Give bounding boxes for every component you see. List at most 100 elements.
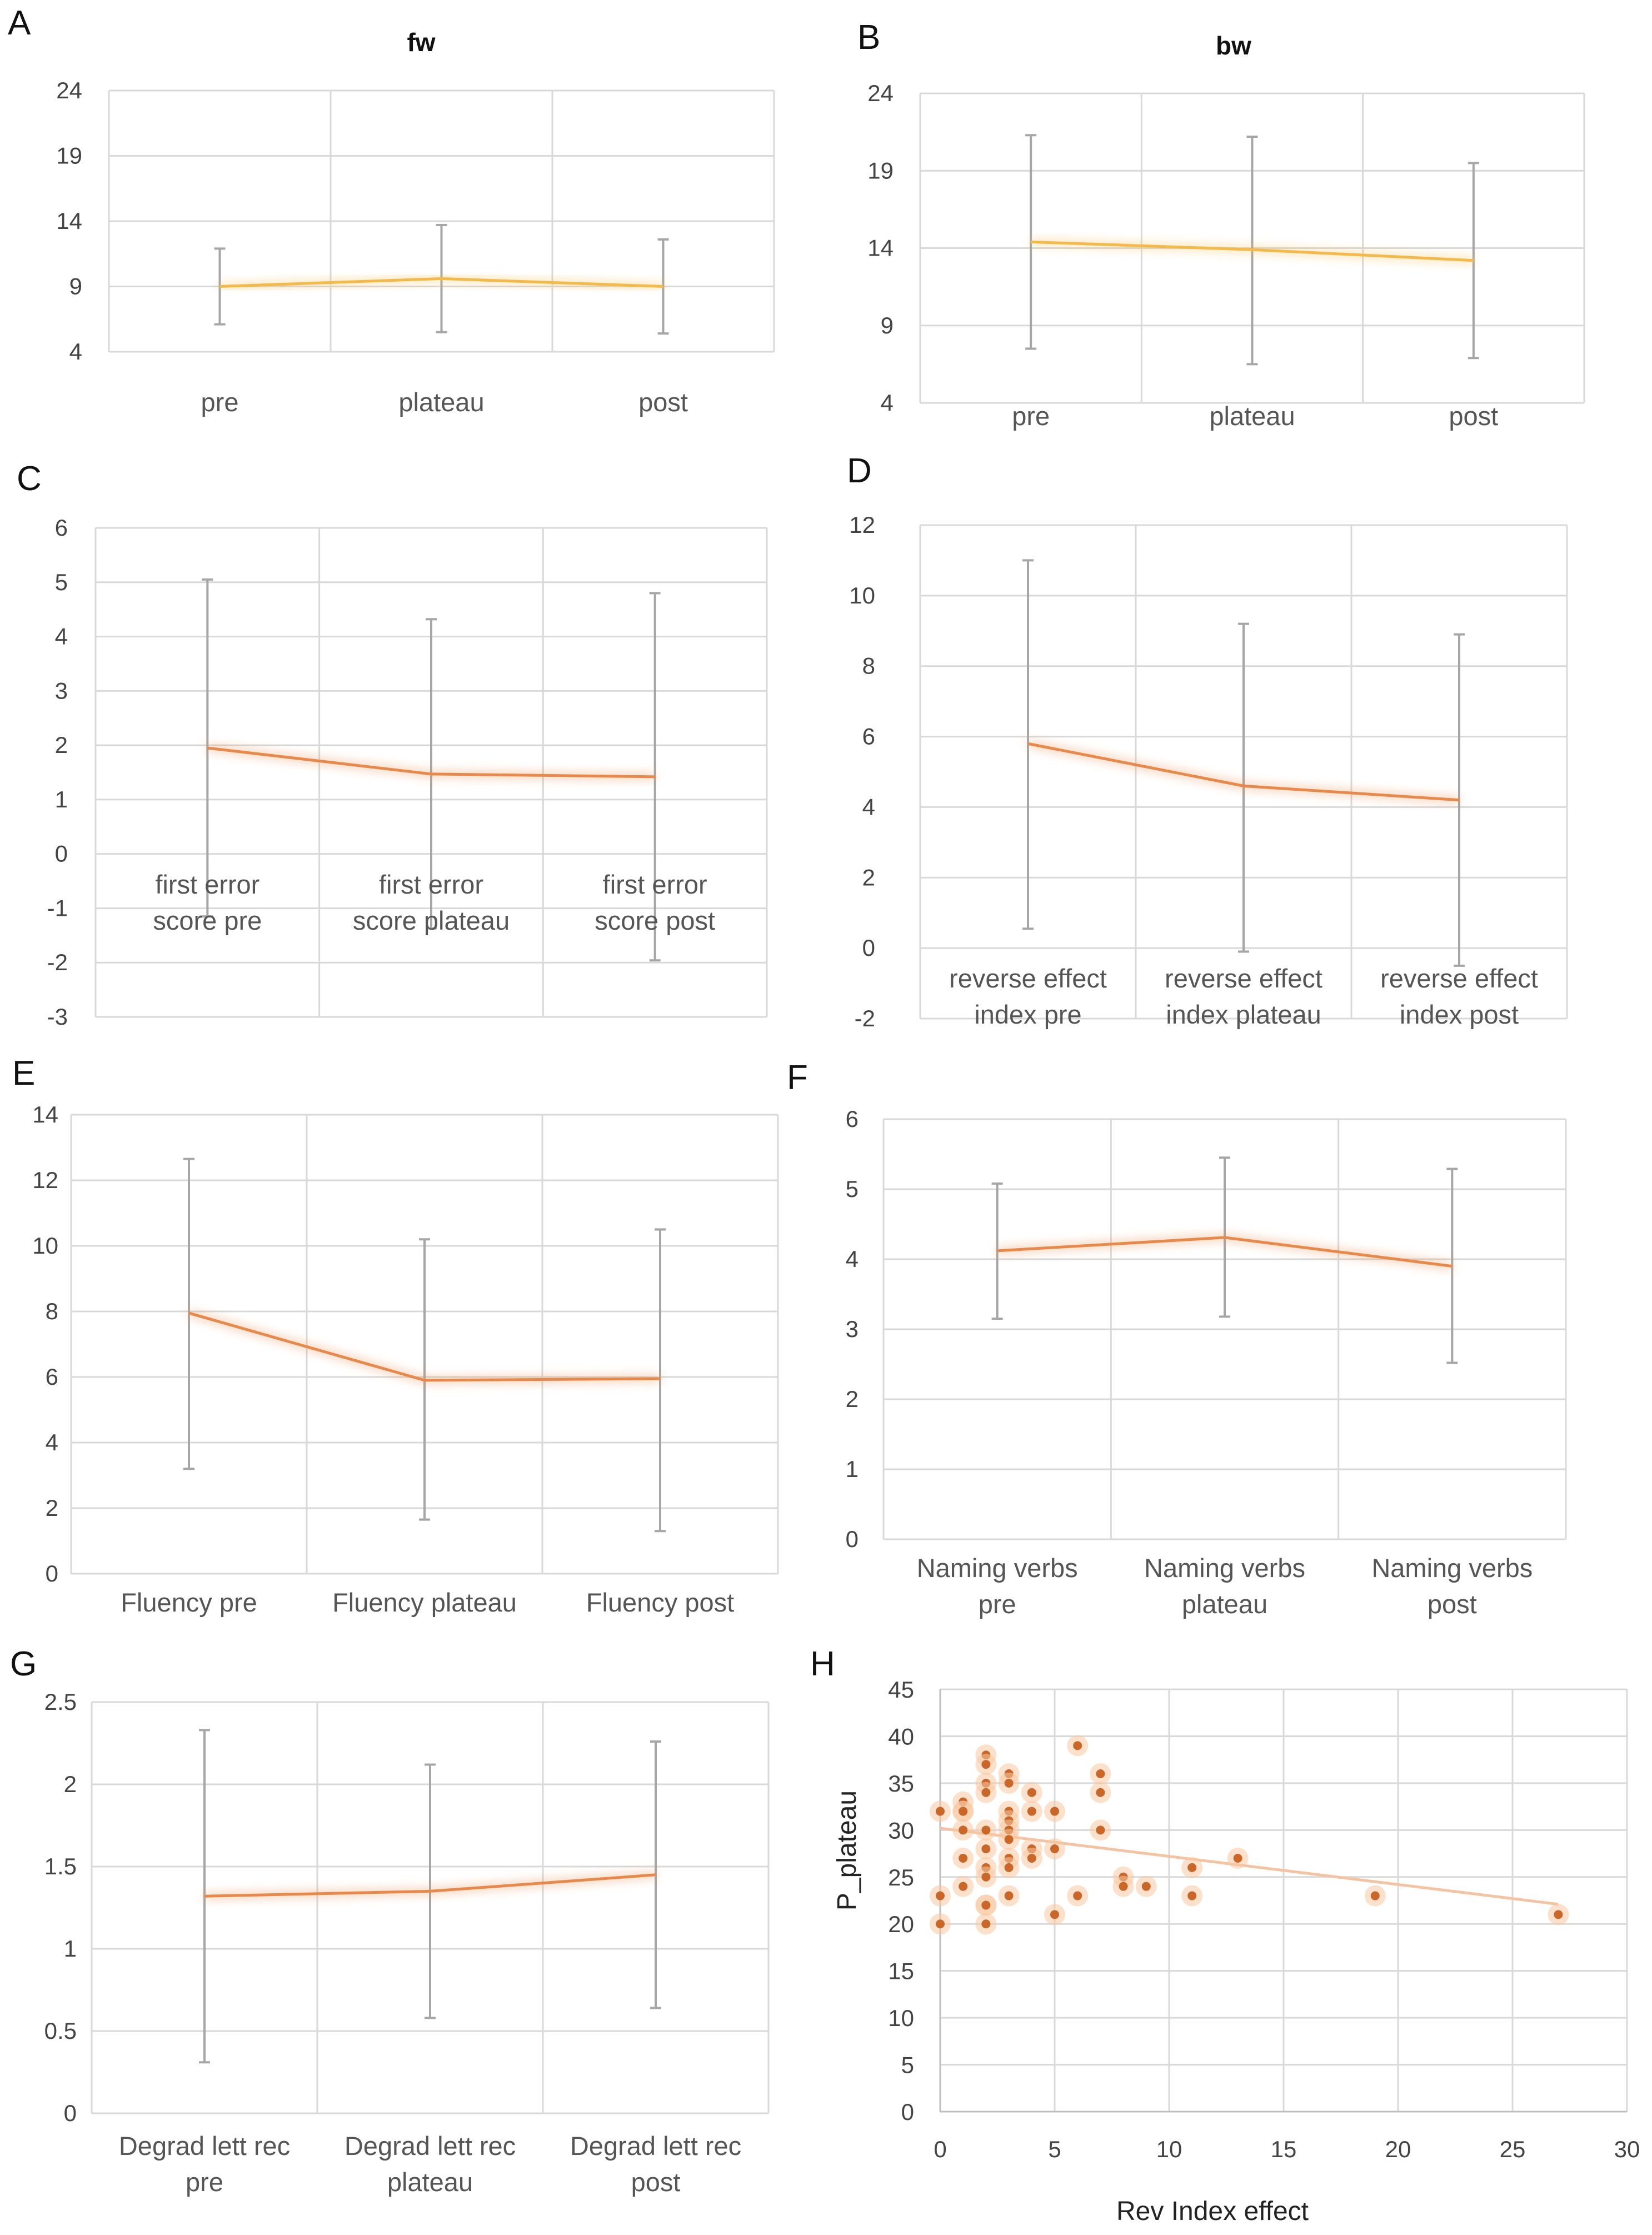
scatter-point [1004, 1835, 1014, 1844]
scatter-point [936, 1807, 945, 1816]
category-label: post [638, 387, 688, 417]
x-tick-label: 15 [1271, 2136, 1297, 2162]
y-tick-label: 25 [888, 1864, 914, 1890]
category-label: Naming verbs post [1371, 1553, 1533, 1619]
x-tick-label: 30 [1614, 2136, 1640, 2162]
y-tick-label: 0 [64, 2100, 77, 2126]
y-tick-label: 9 [881, 312, 894, 338]
panel-letter-d: D [847, 452, 872, 490]
category-label-line: Naming verbs [1371, 1553, 1533, 1583]
y-tick-label: 6 [46, 1364, 58, 1390]
category-label-line: Fluency pre [121, 1588, 257, 1617]
y-tick-label: 2 [46, 1495, 58, 1521]
x-tick-label: 5 [1048, 2136, 1061, 2162]
category-label-line: reverse effect [949, 964, 1107, 993]
y-tick-label: 1 [55, 786, 68, 812]
category-label-line: index plateau [1166, 1000, 1321, 1029]
panel-letter-g: G [10, 1645, 37, 1683]
y-tick-label: 4 [846, 1246, 859, 1272]
category-label-line: Degrad lett rec [345, 2131, 516, 2161]
chart-h: 0 5 10 15 20 25 30 35 40 45 0 5 10 15 20 25 30 Rev Index … [832, 1677, 1640, 2226]
y-tick-label: 19 [56, 143, 82, 169]
scatter-point [981, 1844, 991, 1854]
category-label-line: index post [1400, 1000, 1519, 1029]
y-tick-label: -1 [47, 895, 68, 921]
scatter-point [1233, 1854, 1242, 1863]
category-label: plateau [398, 387, 484, 417]
category-label: Naming verbs pre [917, 1553, 1078, 1619]
y-tick-label: 5 [901, 2052, 914, 2078]
scatter-point [1370, 1891, 1380, 1900]
category-label: Fluency pre [121, 1588, 257, 1617]
y-tick-label: 1 [64, 1935, 77, 1962]
scatter-point [1004, 1863, 1014, 1872]
category-label: Degrad lett rec pre [119, 2131, 290, 2197]
category-label-line: reverse effect [1165, 964, 1322, 993]
scatter-point [981, 1760, 991, 1769]
y-tick-label: 2 [64, 1771, 77, 1797]
y-tick-label: 6 [55, 515, 68, 541]
y-tick-label: 24 [56, 77, 82, 103]
scatter-point [1096, 1788, 1105, 1797]
category-label-line: index pre [974, 1000, 1081, 1029]
y-tick-label: 20 [888, 1911, 914, 1937]
category-label-line: score pre [153, 906, 262, 935]
y-tick-label: 30 [888, 1817, 914, 1843]
chart-title: fw [407, 28, 435, 57]
y-tick-label: 3 [846, 1316, 859, 1342]
category-label-line: pre [201, 387, 239, 417]
category-label-line: pre [979, 1589, 1016, 1619]
scatter-point [1119, 1882, 1128, 1891]
panel-letter-c: C [17, 460, 42, 498]
y-tick-label: 8 [862, 653, 875, 679]
category-label-line: pre [1012, 401, 1050, 431]
category-label-line: post [631, 2167, 681, 2197]
category-label: Fluency post [586, 1588, 734, 1617]
y-tick-label: 0 [901, 2099, 914, 2125]
x-tick-label: 0 [934, 2136, 946, 2162]
category-label-line: post [638, 387, 688, 417]
y-tick-label: 14 [867, 235, 894, 261]
category-label-line: plateau [1209, 401, 1295, 431]
y-tick-label: 3 [55, 677, 68, 704]
category-label-line: Degrad lett rec [119, 2131, 290, 2161]
y-tick-label: 5 [846, 1176, 859, 1202]
y-tick-label: 1.5 [44, 1853, 77, 1879]
chart-e: 0 2 4 6 8 10 12 14 Fluency pre Fluency plateau Flu… [32, 1101, 779, 1617]
chart-f: 0 1 2 3 4 5 6 Naming verbs pre Naming verbs platea… [846, 1106, 1567, 1619]
scatter-point [1050, 1844, 1059, 1854]
y-tick-label: 0 [46, 1560, 58, 1587]
y-tick-label: 2 [862, 864, 875, 890]
scatter-point [936, 1919, 945, 1929]
category-label: reverse effect index plateau [1165, 964, 1322, 1029]
category-label-line: Naming verbs [917, 1553, 1078, 1583]
y-tick-label: 10 [32, 1233, 58, 1259]
y-tick-label: -3 [47, 1004, 68, 1030]
y-tick-label: 2 [55, 732, 68, 758]
series-line [188, 1311, 661, 1382]
chart-title: bw [1216, 31, 1251, 60]
category-label: first error score post [595, 870, 715, 935]
category-label-line: plateau [398, 387, 484, 417]
y-tick-label: 4 [55, 623, 68, 650]
scatter-point [1050, 1910, 1059, 1919]
category-label-line: post [1449, 401, 1498, 431]
y-tick-label: 19 [867, 157, 894, 183]
category-label-line: Fluency post [586, 1588, 734, 1617]
scatter-point [981, 1788, 991, 1797]
y-tick-label: 2.5 [44, 1689, 77, 1715]
scatter-point [959, 1882, 968, 1891]
category-label-line: score plateau [353, 906, 510, 935]
y-tick-label: 45 [888, 1677, 914, 1703]
y-tick-label: 4 [46, 1429, 58, 1455]
y-tick-label: 6 [846, 1106, 859, 1132]
scatter-point [1073, 1741, 1082, 1750]
category-label-line: first error [379, 870, 483, 899]
scatter-point [981, 1825, 991, 1835]
y-tick-label: -2 [855, 1005, 875, 1031]
y-tick-label: 4 [69, 338, 82, 365]
y-tick-label: 24 [867, 80, 894, 106]
scatter-point [1050, 1807, 1059, 1816]
y-tick-label: 15 [888, 1958, 914, 1984]
